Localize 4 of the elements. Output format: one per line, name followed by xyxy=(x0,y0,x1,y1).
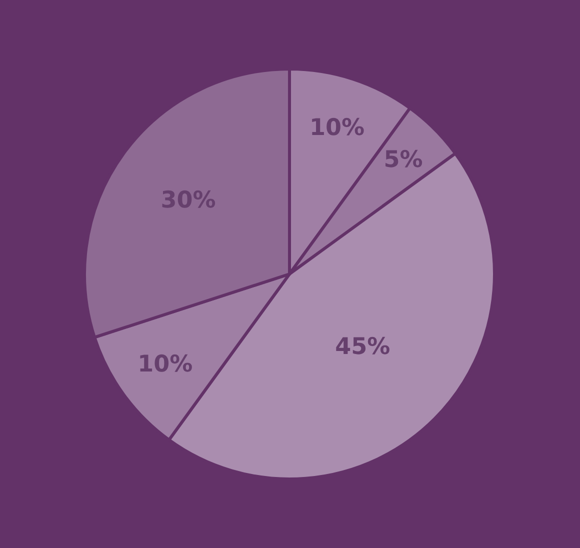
data-label: 5% xyxy=(384,147,423,174)
data-label: 10% xyxy=(138,351,193,378)
data-label: 10% xyxy=(309,114,365,141)
data-label: 45% xyxy=(335,334,390,360)
